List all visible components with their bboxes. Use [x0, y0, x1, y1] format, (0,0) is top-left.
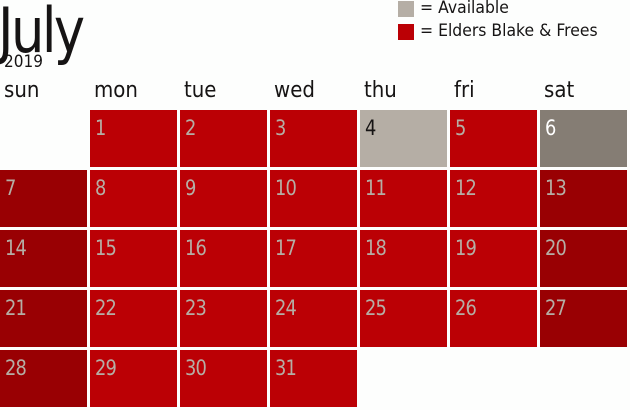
- day-cell-13[interactable]: 13: [540, 170, 627, 227]
- day-number: 12: [455, 176, 477, 200]
- weekday-tue: tue: [184, 78, 217, 103]
- day-number: 25: [365, 296, 387, 320]
- day-number: 27: [545, 296, 567, 320]
- weekday-mon: mon: [94, 78, 138, 103]
- weekday-wed: wed: [274, 78, 315, 103]
- day-cell-27[interactable]: 27: [540, 290, 627, 347]
- day-cell-29[interactable]: 29: [90, 350, 177, 407]
- day-number: 18: [365, 236, 387, 260]
- day-number: 6: [545, 116, 556, 140]
- day-cell-14[interactable]: 14: [0, 230, 87, 287]
- day-number: 29: [95, 356, 117, 380]
- day-cell-31[interactable]: 31: [270, 350, 357, 407]
- day-cell-6[interactable]: 6: [540, 110, 627, 167]
- day-number: 22: [95, 296, 117, 320]
- day-cell-2[interactable]: 2: [180, 110, 267, 167]
- day-cell-25[interactable]: 25: [360, 290, 447, 347]
- weekday-thu: thu: [364, 78, 397, 103]
- day-number: 31: [275, 356, 297, 380]
- year-label: 2019: [4, 52, 43, 72]
- legend-label: = Elders Blake & Frees: [420, 21, 598, 41]
- day-cell-26[interactable]: 26: [450, 290, 537, 347]
- day-number: 5: [455, 116, 466, 140]
- day-number: 10: [275, 176, 297, 200]
- day-number: 28: [5, 356, 27, 380]
- day-number: 14: [5, 236, 27, 260]
- day-number: 13: [545, 176, 567, 200]
- day-number: 21: [5, 296, 27, 320]
- weekday-fri: fri: [454, 78, 475, 103]
- day-cell-15[interactable]: 15: [90, 230, 177, 287]
- day-number: 26: [455, 296, 477, 320]
- day-number: 3: [275, 116, 286, 140]
- booked-swatch: [398, 24, 414, 40]
- available-swatch: [398, 1, 414, 17]
- day-number: 17: [275, 236, 297, 260]
- day-cell-20[interactable]: 20: [540, 230, 627, 287]
- day-cell-18[interactable]: 18: [360, 230, 447, 287]
- day-number: 16: [185, 236, 207, 260]
- day-cell-16[interactable]: 16: [180, 230, 267, 287]
- day-cell-21[interactable]: 21: [0, 290, 87, 347]
- day-number: 4: [365, 116, 376, 140]
- day-number: 24: [275, 296, 297, 320]
- day-cell-28[interactable]: 28: [0, 350, 87, 407]
- day-cell-1[interactable]: 1: [90, 110, 177, 167]
- day-number: 19: [455, 236, 477, 260]
- day-number: 8: [95, 176, 106, 200]
- day-cell-3[interactable]: 3: [270, 110, 357, 167]
- day-cell-9[interactable]: 9: [180, 170, 267, 227]
- day-number: 7: [5, 176, 16, 200]
- day-number: 20: [545, 236, 567, 260]
- day-cell-22[interactable]: 22: [90, 290, 177, 347]
- day-number: 11: [365, 176, 387, 200]
- day-cell-19[interactable]: 19: [450, 230, 537, 287]
- day-number: 2: [185, 116, 196, 140]
- day-cell-17[interactable]: 17: [270, 230, 357, 287]
- day-number: 9: [185, 176, 196, 200]
- weekday-sat: sat: [544, 78, 575, 103]
- legend-label: = Available: [420, 0, 509, 18]
- day-cell-10[interactable]: 10: [270, 170, 357, 227]
- day-cell-5[interactable]: 5: [450, 110, 537, 167]
- day-cell-24[interactable]: 24: [270, 290, 357, 347]
- weekday-sun: sun: [4, 78, 40, 103]
- day-number: 23: [185, 296, 207, 320]
- month-title: July: [0, 0, 85, 67]
- day-number: 15: [95, 236, 117, 260]
- day-cell-7[interactable]: 7: [0, 170, 87, 227]
- day-cell-23[interactable]: 23: [180, 290, 267, 347]
- day-cell-8[interactable]: 8: [90, 170, 177, 227]
- day-number: 1: [95, 116, 106, 140]
- day-number: 30: [185, 356, 207, 380]
- day-cell-11[interactable]: 11: [360, 170, 447, 227]
- day-cell-4[interactable]: 4: [360, 110, 447, 167]
- day-cell-12[interactable]: 12: [450, 170, 537, 227]
- day-cell-30[interactable]: 30: [180, 350, 267, 407]
